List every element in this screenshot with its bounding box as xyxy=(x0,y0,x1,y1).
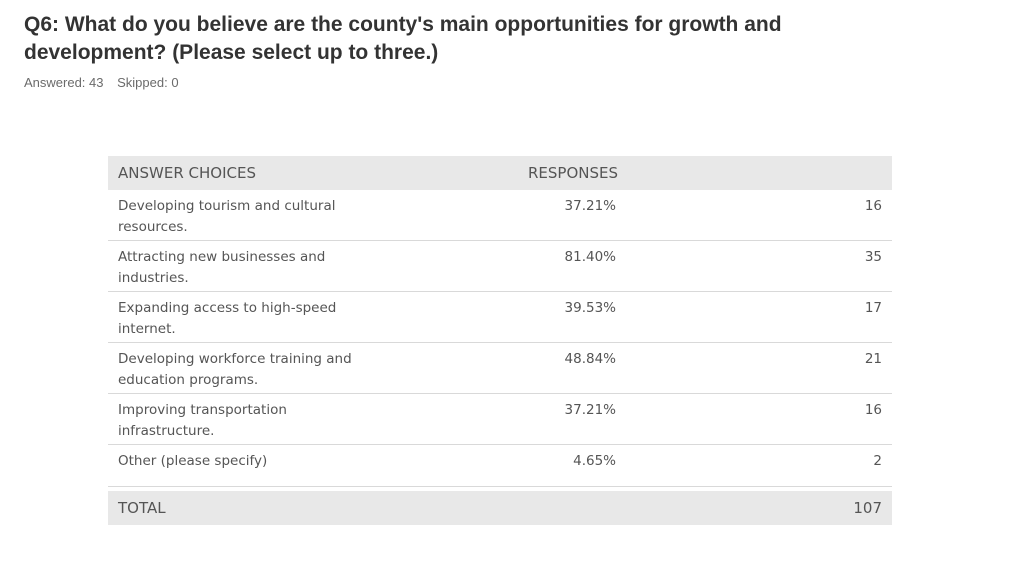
response-percent: 48.84% xyxy=(564,351,616,367)
table-row: Expanding access to high-speed internet.… xyxy=(108,292,892,343)
response-count: 2 xyxy=(873,453,882,469)
response-percent: 81.40% xyxy=(564,249,616,265)
table-row: Developing workforce training and educat… xyxy=(108,343,892,394)
response-percent: 37.21% xyxy=(564,198,616,214)
response-count: 35 xyxy=(864,249,882,265)
total-value: 107 xyxy=(853,499,882,517)
table-row: Attracting new businesses and industries… xyxy=(108,241,892,292)
total-row: TOTAL 107 xyxy=(108,491,892,525)
response-count: 16 xyxy=(864,198,882,214)
response-stats: Answered: 43 Skipped: 0 xyxy=(24,75,179,90)
question-title: Q6: What do you believe are the county's… xyxy=(24,13,782,64)
answer-choice: Developing tourism and cultural resource… xyxy=(118,198,336,235)
table-row: Developing tourism and cultural resource… xyxy=(108,190,892,241)
table-row: Improving transportation infrastructure.… xyxy=(108,394,892,445)
response-count: 21 xyxy=(864,351,882,367)
answered-count: Answered: 43 xyxy=(24,75,104,90)
answer-choice: Developing workforce training and educat… xyxy=(118,351,352,388)
response-count: 16 xyxy=(864,402,882,418)
results-table: ANSWER CHOICES RESPONSES Developing tour… xyxy=(108,156,892,525)
total-label: TOTAL xyxy=(118,499,166,517)
answer-choice: Attracting new businesses and industries… xyxy=(118,249,326,286)
response-percent: 4.65% xyxy=(573,453,616,469)
table-row: Other (please specify) 4.65% 2 xyxy=(108,445,892,487)
response-percent: 39.53% xyxy=(564,300,616,316)
response-count: 17 xyxy=(864,300,882,316)
table-header: ANSWER CHOICES RESPONSES xyxy=(108,156,892,190)
answer-choice: Expanding access to high-speed internet. xyxy=(118,300,337,337)
response-percent: 37.21% xyxy=(564,402,616,418)
header-responses: RESPONSES xyxy=(527,164,618,182)
answer-choice: Improving transportation infrastructure. xyxy=(118,402,287,439)
header-answer-choices: ANSWER CHOICES xyxy=(118,164,256,182)
answer-choice: Other (please specify) xyxy=(118,453,268,469)
skipped-count: Skipped: 0 xyxy=(117,75,179,90)
